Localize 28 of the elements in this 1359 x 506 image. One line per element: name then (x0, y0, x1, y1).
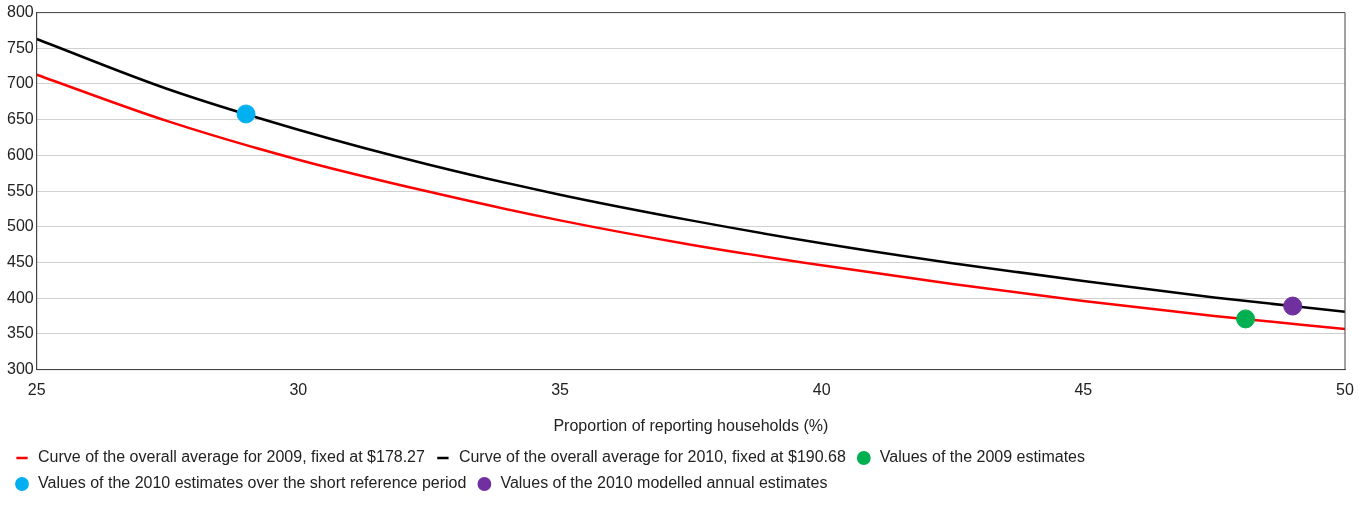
line-series (36, 37, 1345, 314)
point (1236, 309, 1256, 329)
y-tick-label: 750 (6, 38, 34, 56)
y-tick-label: 600 (6, 145, 34, 163)
legend-label: Curve of the overall average for 2009, fixed at $178.27 (38, 448, 426, 466)
y-tick-label: 300 (6, 360, 34, 378)
y-tick-label: 700 (6, 74, 34, 92)
legend-label: Values of the 2009 estimates (879, 448, 1085, 466)
y-tick-label: 450 (6, 252, 34, 270)
x-tick-label: 50 (1336, 380, 1354, 398)
legend-label: Values of the 2010 modelled annual estimates (500, 474, 828, 492)
legend-label: Values of the 2010 estimates over the short reference period (38, 474, 467, 492)
y-tick-label: 400 (6, 288, 34, 306)
y-tick-label: 350 (6, 324, 34, 342)
x-tick-label: 30 (289, 380, 308, 398)
x-tick-label: 35 (551, 380, 570, 398)
y-tick-label: 800 (6, 3, 34, 21)
x-axis-title: Proportion of reporting households (%) (553, 416, 829, 434)
point (236, 104, 256, 124)
x-tick-label: 45 (1074, 380, 1093, 398)
y-tick-label: 550 (6, 181, 34, 199)
line-series (36, 73, 1345, 331)
point (1283, 296, 1303, 316)
y-tick-label: 650 (6, 110, 34, 128)
legend-label: Curve of the overall average for 2010, fixed at $190.68 (458, 448, 846, 466)
x-tick-label: 40 (812, 380, 831, 398)
y-tick-label: 500 (6, 217, 34, 235)
x-tick-label: 25 (27, 380, 46, 398)
